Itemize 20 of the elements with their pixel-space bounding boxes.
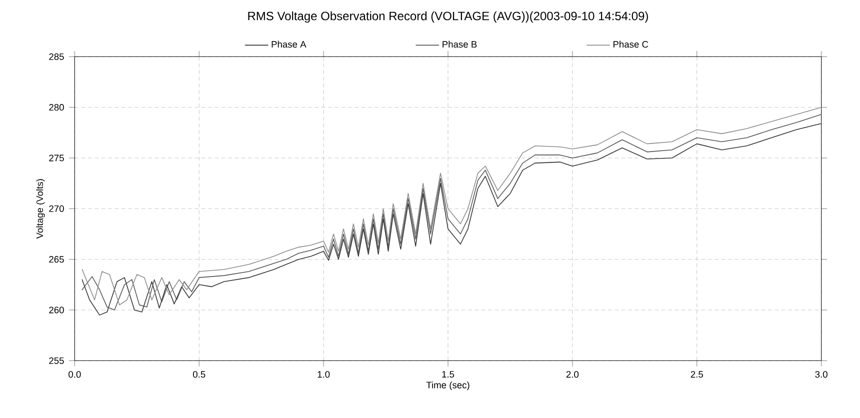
legend-label: Phase C xyxy=(614,40,648,48)
y-axis-title: Voltage (Volts) xyxy=(36,179,45,239)
y-tick-label: 280 xyxy=(49,104,64,111)
x-axis-title: Time (sec) xyxy=(426,382,470,390)
y-tick-label: 265 xyxy=(49,256,64,263)
x-tick-label: 1.0 xyxy=(318,371,330,378)
x-tick-label: 0.0 xyxy=(68,371,81,378)
chart-title: RMS Voltage Observation Record (VOLTAGE (AVG))(2003-09-10 14:54:09) xyxy=(248,11,648,23)
x-tick-label: 1.5 xyxy=(442,371,454,378)
y-tick-label: 285 xyxy=(49,53,64,60)
legend-label: Phase A xyxy=(272,40,306,48)
y-tick-label: 275 xyxy=(49,154,64,162)
x-tick-label: 2.0 xyxy=(566,371,579,378)
x-tick-label: 0.5 xyxy=(192,371,206,378)
y-tick-label: 270 xyxy=(49,205,64,212)
x-tick-label: 3.0 xyxy=(815,371,828,378)
legend-label: Phase B xyxy=(442,40,477,48)
x-tick-label: 2.5 xyxy=(690,371,703,378)
y-tick-label: 255 xyxy=(49,357,64,364)
y-tick-label: 260 xyxy=(49,306,64,314)
